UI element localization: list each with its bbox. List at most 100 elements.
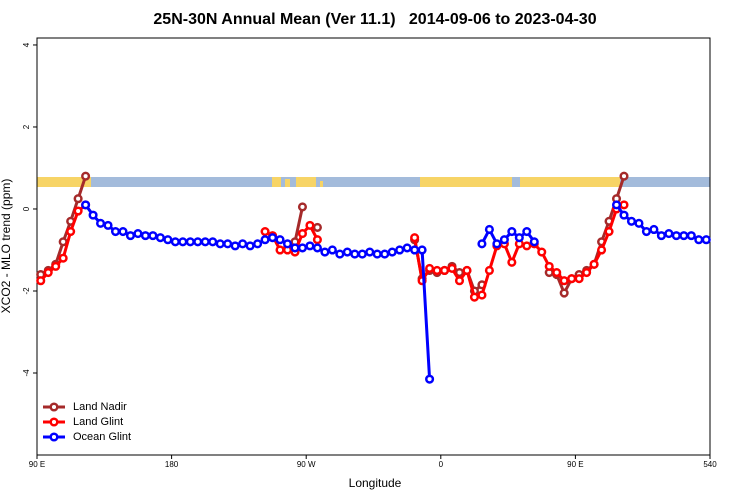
point bbox=[574, 274, 584, 284]
point bbox=[641, 226, 651, 237]
point bbox=[163, 235, 173, 245]
point bbox=[469, 292, 480, 302]
point bbox=[537, 247, 547, 257]
point bbox=[305, 241, 315, 251]
point bbox=[439, 265, 450, 276]
point bbox=[327, 245, 337, 255]
land-ocean-strip bbox=[37, 177, 710, 187]
point bbox=[701, 235, 711, 245]
point bbox=[275, 235, 285, 245]
point bbox=[454, 276, 465, 286]
point bbox=[372, 249, 382, 259]
point bbox=[656, 231, 666, 241]
point bbox=[589, 259, 599, 269]
point bbox=[544, 261, 554, 271]
point bbox=[155, 233, 165, 243]
point bbox=[507, 257, 517, 267]
point bbox=[297, 202, 308, 212]
point bbox=[619, 210, 629, 220]
point bbox=[312, 243, 322, 253]
point bbox=[559, 276, 569, 286]
point bbox=[425, 374, 435, 384]
point bbox=[208, 237, 218, 247]
point bbox=[664, 229, 674, 239]
legend-marker bbox=[49, 402, 59, 412]
x-tick-label: 540 bbox=[703, 460, 717, 469]
point bbox=[110, 226, 121, 237]
point bbox=[260, 235, 270, 245]
point bbox=[410, 233, 420, 243]
point bbox=[223, 239, 233, 249]
y-tick-label: 2 bbox=[22, 124, 31, 129]
point bbox=[170, 237, 180, 247]
point bbox=[36, 276, 46, 286]
point bbox=[484, 224, 494, 235]
point bbox=[81, 200, 91, 210]
point bbox=[507, 226, 517, 237]
point bbox=[88, 210, 98, 220]
point bbox=[477, 290, 487, 300]
point bbox=[305, 220, 315, 230]
point bbox=[238, 239, 248, 249]
point bbox=[260, 226, 270, 237]
point bbox=[395, 245, 405, 255]
point bbox=[51, 261, 61, 271]
point bbox=[410, 245, 420, 255]
point bbox=[432, 265, 442, 276]
point bbox=[425, 263, 435, 273]
point bbox=[350, 249, 360, 259]
legend-label: Ocean Glint bbox=[73, 431, 131, 443]
point bbox=[253, 239, 263, 249]
x-tick-label: 90 E bbox=[29, 460, 45, 469]
point bbox=[312, 222, 322, 232]
point bbox=[320, 247, 330, 257]
x-tick-label: 0 bbox=[439, 460, 444, 469]
point bbox=[185, 237, 195, 247]
point bbox=[582, 267, 592, 278]
point bbox=[73, 206, 83, 216]
point bbox=[335, 249, 345, 259]
point bbox=[133, 229, 143, 239]
y-tick-label: -2 bbox=[22, 287, 31, 295]
legend-marker bbox=[49, 417, 59, 427]
point bbox=[567, 274, 577, 284]
point bbox=[529, 237, 539, 247]
point bbox=[357, 249, 367, 259]
point bbox=[514, 233, 524, 243]
legend-marker bbox=[49, 432, 59, 442]
point bbox=[58, 253, 68, 263]
point bbox=[477, 239, 487, 249]
point bbox=[268, 233, 278, 243]
y-axis-label: XCO2 - MLO trend (ppm) bbox=[0, 179, 13, 314]
point bbox=[611, 200, 622, 210]
point bbox=[522, 226, 532, 237]
point bbox=[312, 235, 322, 245]
point bbox=[619, 171, 629, 181]
point bbox=[499, 235, 509, 245]
point bbox=[125, 231, 136, 241]
point bbox=[694, 235, 704, 245]
point bbox=[522, 241, 532, 251]
point bbox=[43, 267, 53, 278]
point bbox=[81, 171, 91, 181]
point bbox=[619, 200, 629, 210]
point bbox=[634, 218, 644, 228]
legend-label: Land Nadir bbox=[73, 401, 127, 413]
point bbox=[671, 231, 681, 241]
point bbox=[686, 231, 696, 241]
point bbox=[604, 226, 614, 237]
point bbox=[140, 231, 150, 241]
point bbox=[365, 247, 375, 257]
point bbox=[552, 267, 562, 278]
point bbox=[387, 247, 397, 257]
point bbox=[215, 239, 225, 249]
y-tick-label: 0 bbox=[22, 206, 31, 211]
point bbox=[148, 231, 158, 241]
point bbox=[297, 243, 308, 253]
point bbox=[193, 237, 203, 247]
point bbox=[559, 288, 569, 298]
point bbox=[290, 243, 300, 253]
point bbox=[103, 220, 113, 230]
x-axis-label: Longitude bbox=[349, 476, 402, 490]
